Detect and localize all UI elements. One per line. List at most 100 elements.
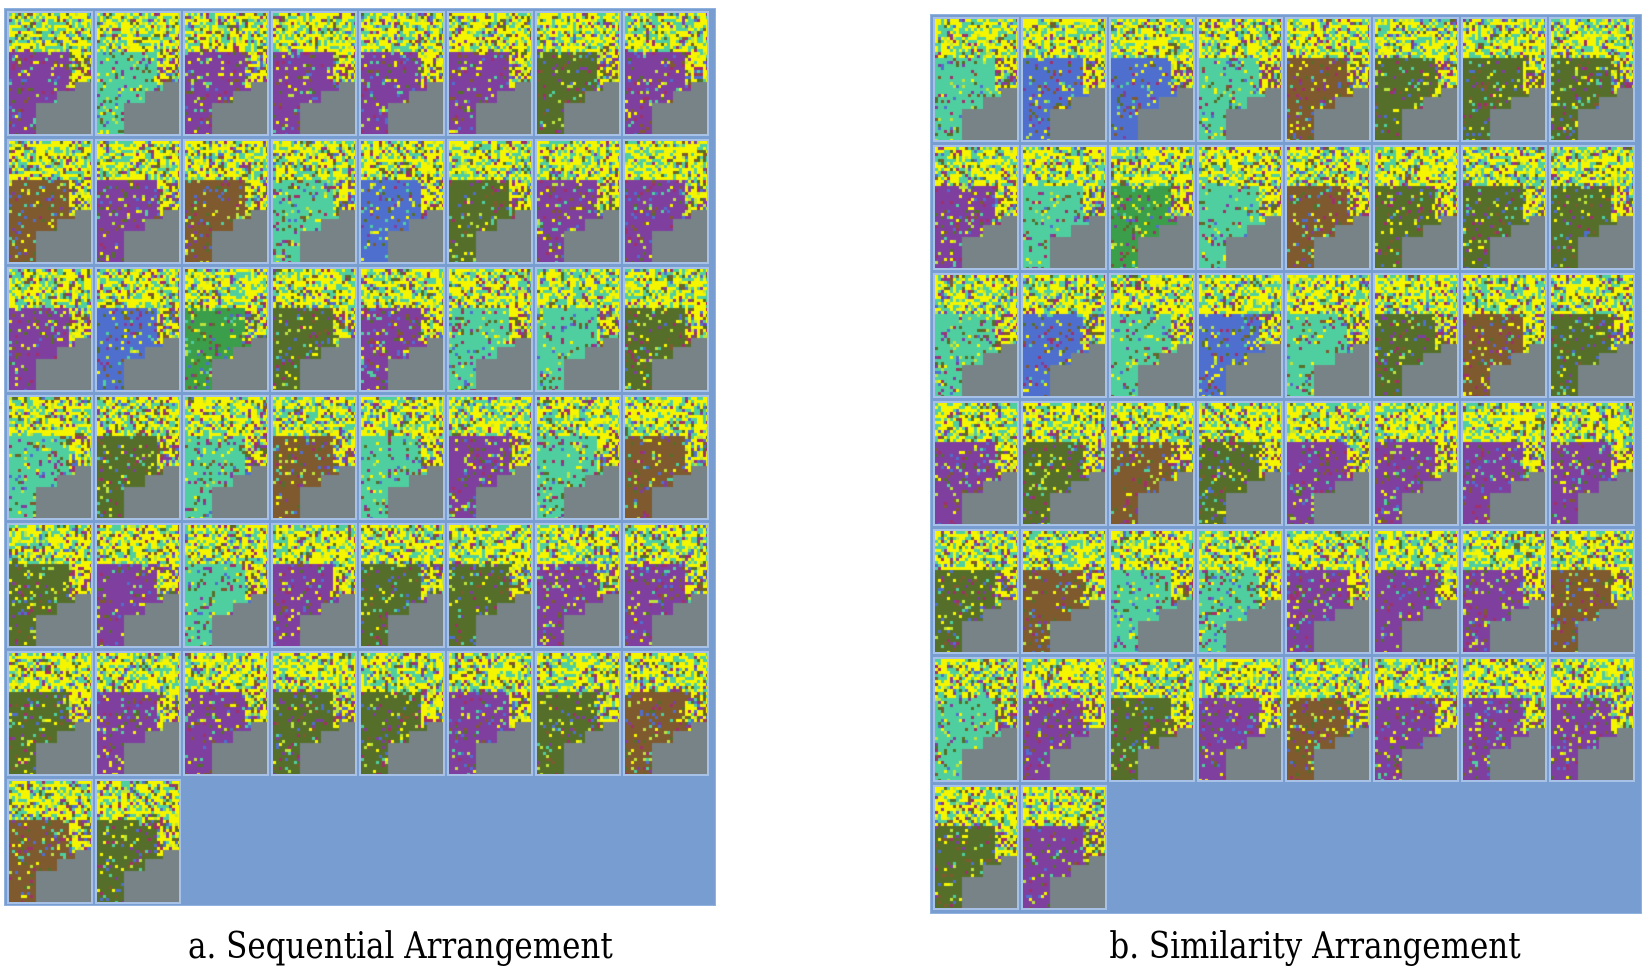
thumbnail-tile[interactable] bbox=[271, 267, 357, 392]
thumbnail-tile[interactable] bbox=[1109, 529, 1195, 654]
thumbnail-tile[interactable] bbox=[447, 11, 533, 136]
thumbnail-tile[interactable] bbox=[933, 17, 1019, 142]
thumbnail-tile[interactable] bbox=[1021, 401, 1107, 526]
thumbnail-tile[interactable] bbox=[271, 651, 357, 776]
thumbnail-tile[interactable] bbox=[1549, 657, 1635, 782]
thumbnail-tile[interactable] bbox=[447, 523, 533, 648]
thumbnail-tile[interactable] bbox=[623, 651, 709, 776]
thumbnail-tile[interactable] bbox=[1461, 17, 1547, 142]
thumbnail-tile[interactable] bbox=[1373, 529, 1459, 654]
thumbnail-tile[interactable] bbox=[1285, 657, 1371, 782]
thumbnail-tile[interactable] bbox=[447, 139, 533, 264]
thumbnail-tile[interactable] bbox=[1549, 17, 1635, 142]
thumbnail-tile[interactable] bbox=[183, 139, 269, 264]
thumbnail-tile[interactable] bbox=[1197, 17, 1283, 142]
thumbnail-tile[interactable] bbox=[7, 139, 93, 264]
thumbnail-tile[interactable] bbox=[1285, 145, 1371, 270]
thumbnail-tile[interactable] bbox=[271, 139, 357, 264]
thumbnail-tile[interactable] bbox=[271, 11, 357, 136]
thumbnail-tile[interactable] bbox=[95, 395, 181, 520]
thumbnail-tile[interactable] bbox=[1285, 529, 1371, 654]
thumbnail-tile[interactable] bbox=[1109, 657, 1195, 782]
thumbnail-tile[interactable] bbox=[359, 139, 445, 264]
thumbnail-tile[interactable] bbox=[1549, 145, 1635, 270]
thumbnail-tile[interactable] bbox=[1021, 657, 1107, 782]
thumbnail-tile[interactable] bbox=[535, 651, 621, 776]
thumbnail-tile[interactable] bbox=[183, 11, 269, 136]
thumbnail-tile[interactable] bbox=[1373, 17, 1459, 142]
thumbnail-tile[interactable] bbox=[535, 267, 621, 392]
thumbnail-tile[interactable] bbox=[1461, 657, 1547, 782]
thumbnail-tile[interactable] bbox=[95, 139, 181, 264]
thumbnail-tile[interactable] bbox=[7, 779, 93, 904]
thumbnail-tile[interactable] bbox=[933, 785, 1019, 910]
thumbnail-tile[interactable] bbox=[1549, 401, 1635, 526]
thumbnail-tile[interactable] bbox=[1197, 529, 1283, 654]
thumbnail-tile[interactable] bbox=[183, 267, 269, 392]
thumbnail-tile[interactable] bbox=[271, 523, 357, 648]
thumbnail-tile[interactable] bbox=[1109, 401, 1195, 526]
thumbnail-tile[interactable] bbox=[535, 395, 621, 520]
thumbnail-tile[interactable] bbox=[447, 651, 533, 776]
thumbnail-tile[interactable] bbox=[1373, 401, 1459, 526]
thumbnail-tile[interactable] bbox=[1197, 657, 1283, 782]
thumbnail-tile[interactable] bbox=[623, 523, 709, 648]
thumbnail-tile[interactable] bbox=[1461, 273, 1547, 398]
thumbnail-tile[interactable] bbox=[1285, 273, 1371, 398]
thumbnail-tile[interactable] bbox=[1109, 273, 1195, 398]
thumbnail-tile[interactable] bbox=[623, 395, 709, 520]
thumbnail-tile[interactable] bbox=[1021, 273, 1107, 398]
thumbnail-tile[interactable] bbox=[7, 523, 93, 648]
thumbnail-tile[interactable] bbox=[1021, 785, 1107, 910]
thumbnail-tile[interactable] bbox=[933, 529, 1019, 654]
thumbnail-tile[interactable] bbox=[271, 395, 357, 520]
thumbnail-tile[interactable] bbox=[933, 145, 1019, 270]
thumbnail-tile[interactable] bbox=[1285, 17, 1371, 142]
thumbnail-tile[interactable] bbox=[359, 651, 445, 776]
thumbnail-tile[interactable] bbox=[7, 267, 93, 392]
thumbnail-tile[interactable] bbox=[1197, 145, 1283, 270]
thumbnail-tile[interactable] bbox=[95, 523, 181, 648]
thumbnail-tile[interactable] bbox=[1021, 529, 1107, 654]
thumbnail-tile[interactable] bbox=[933, 273, 1019, 398]
thumbnail-tile[interactable] bbox=[1197, 401, 1283, 526]
thumbnail-tile[interactable] bbox=[7, 395, 93, 520]
thumbnail-tile[interactable] bbox=[1109, 17, 1195, 142]
thumbnail-tile[interactable] bbox=[1021, 17, 1107, 142]
thumbnail-tile[interactable] bbox=[1021, 145, 1107, 270]
thumbnail-tile[interactable] bbox=[1461, 145, 1547, 270]
thumbnail-tile[interactable] bbox=[95, 779, 181, 904]
thumbnail-tile[interactable] bbox=[535, 11, 621, 136]
thumbnail-tile[interactable] bbox=[933, 657, 1019, 782]
thumbnail-tile[interactable] bbox=[7, 651, 93, 776]
thumbnail-tile[interactable] bbox=[1285, 401, 1371, 526]
thumbnail-tile[interactable] bbox=[95, 267, 181, 392]
thumbnail-tile[interactable] bbox=[1373, 273, 1459, 398]
thumbnail-tile[interactable] bbox=[95, 651, 181, 776]
thumbnail-tile[interactable] bbox=[359, 267, 445, 392]
thumbnail-tile[interactable] bbox=[183, 651, 269, 776]
thumbnail-tile[interactable] bbox=[183, 395, 269, 520]
thumbnail-tile[interactable] bbox=[1549, 273, 1635, 398]
thumbnail-tile[interactable] bbox=[1109, 145, 1195, 270]
thumbnail-tile[interactable] bbox=[623, 11, 709, 136]
thumbnail-tile[interactable] bbox=[359, 11, 445, 136]
thumbnail-tile[interactable] bbox=[7, 11, 93, 136]
thumbnail-tile[interactable] bbox=[359, 523, 445, 648]
thumbnail-tile[interactable] bbox=[95, 11, 181, 136]
thumbnail-tile[interactable] bbox=[623, 267, 709, 392]
thumbnail-tile[interactable] bbox=[1549, 529, 1635, 654]
thumbnail-tile[interactable] bbox=[535, 523, 621, 648]
thumbnail-tile[interactable] bbox=[933, 401, 1019, 526]
thumbnail-tile[interactable] bbox=[1461, 401, 1547, 526]
thumbnail-tile[interactable] bbox=[447, 267, 533, 392]
thumbnail-tile[interactable] bbox=[1373, 657, 1459, 782]
thumbnail-tile[interactable] bbox=[1373, 145, 1459, 270]
thumbnail-tile[interactable] bbox=[623, 139, 709, 264]
thumbnail-tile[interactable] bbox=[535, 139, 621, 264]
thumbnail-tile[interactable] bbox=[1461, 529, 1547, 654]
thumbnail-tile[interactable] bbox=[183, 523, 269, 648]
thumbnail-tile[interactable] bbox=[1197, 273, 1283, 398]
thumbnail-tile[interactable] bbox=[359, 395, 445, 520]
thumbnail-tile[interactable] bbox=[447, 395, 533, 520]
